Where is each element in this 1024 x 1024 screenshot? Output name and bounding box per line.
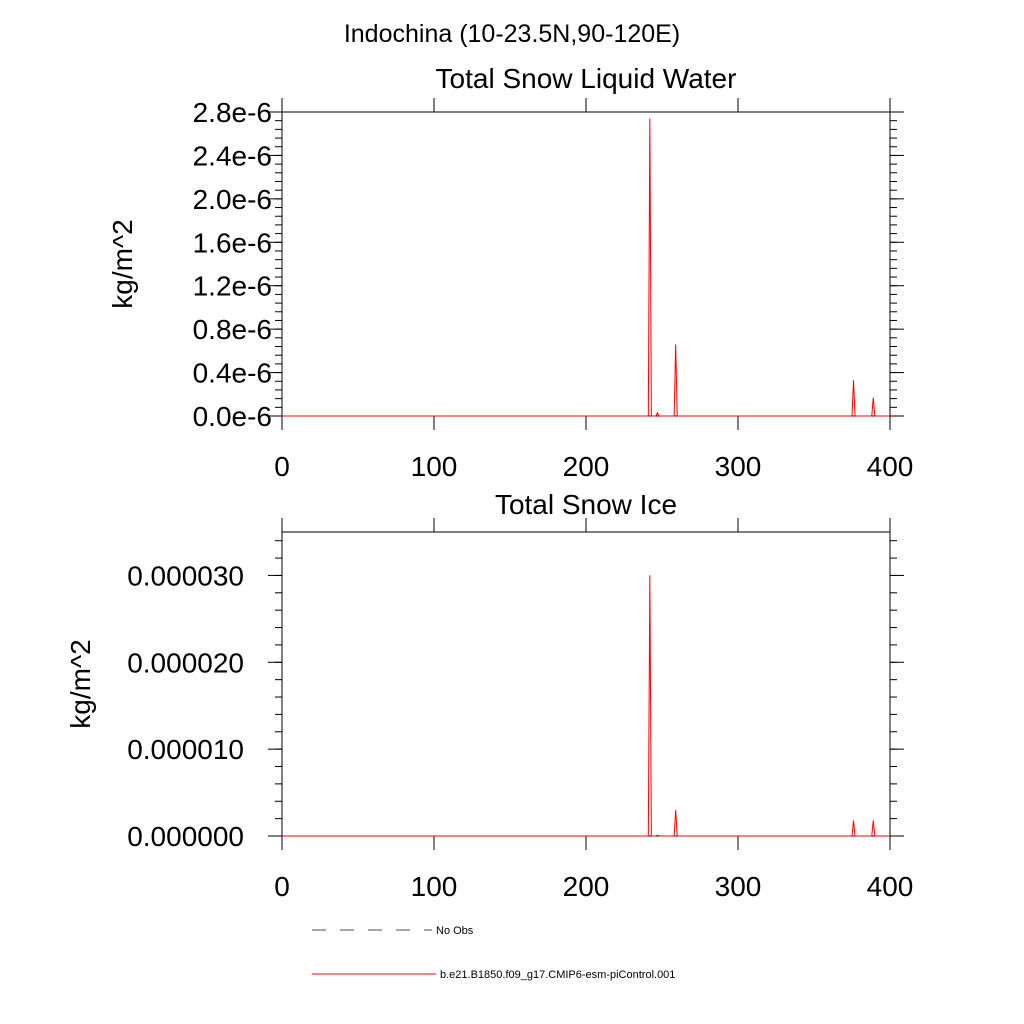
x-tick-label: 0 [274,451,290,482]
x-tick-label: 200 [563,871,610,902]
y-tick-label: 2.4e-6 [193,140,272,171]
plot-frame [281,531,891,837]
x-tick-label: 400 [867,451,914,482]
y-tick-label: 1.2e-6 [193,271,272,302]
legend-label: b.e21.B1850.f09_g17.CMIP6-esm-piControl.… [440,969,675,981]
legend: No Obs b.e21.B1850.f09_g17.CMIP6-esm-piC… [312,925,675,981]
series-group [282,575,890,837]
y-tick-label: 2.0e-6 [193,184,272,215]
y-tick-label: 0.8e-6 [193,314,272,345]
series-line [282,575,890,837]
y-axis: 0.000000 0.000010 0.000020 0.000030 [127,540,904,852]
series-line [282,118,890,417]
x-tick-label: 400 [867,871,914,902]
x-tick-label: 200 [563,451,610,482]
series-group [282,118,890,417]
x-tick-label: 100 [411,871,458,902]
y-tick-label: 0.000020 [127,647,244,678]
y-tick-label: 1.6e-6 [193,227,272,258]
y-axis-label: kg/m^2 [65,639,96,728]
y-axis-label: kg/m^2 [107,219,138,308]
x-tick-label: 100 [411,451,458,482]
y-tick-label: 0.000000 [127,821,244,852]
x-axis: 0 100 200 300 400 [274,98,913,482]
y-axis: 0.0e-6 0.4e-6 0.8e-6 1.2e-6 1.6e-6 2.0e-6 2.4e… [193,97,904,432]
x-axis: 0 100 200 300 400 [274,518,913,902]
y-tick-label: 2.8e-6 [193,97,272,128]
plot-frame [281,111,891,417]
legend-item-no-obs: No Obs [312,925,474,937]
panel-title: Total Snow Ice [495,489,677,520]
legend-label: No Obs [436,925,474,937]
panel-title: Total Snow Liquid Water [436,63,737,94]
y-tick-label: 0.000030 [127,560,244,591]
panel-snow-liquid-water: Total Snow Liquid Water kg/m^2 0.0e-6 0.4… [107,63,913,482]
figure-title: Indochina (10-23.5N,90-120E) [344,20,680,48]
y-tick-label: 0.0e-6 [193,401,272,432]
y-tick-label: 0.4e-6 [193,358,272,389]
legend-item-model-run: b.e21.B1850.f09_g17.CMIP6-esm-piControl.… [312,969,675,981]
x-tick-label: 300 [715,871,762,902]
x-tick-label: 0 [274,871,290,902]
x-tick-label: 300 [715,451,762,482]
panel-snow-ice: Total Snow Ice kg/m^2 0.0000000.0000100.… [65,489,913,902]
y-tick-label: 0.000010 [127,734,244,765]
